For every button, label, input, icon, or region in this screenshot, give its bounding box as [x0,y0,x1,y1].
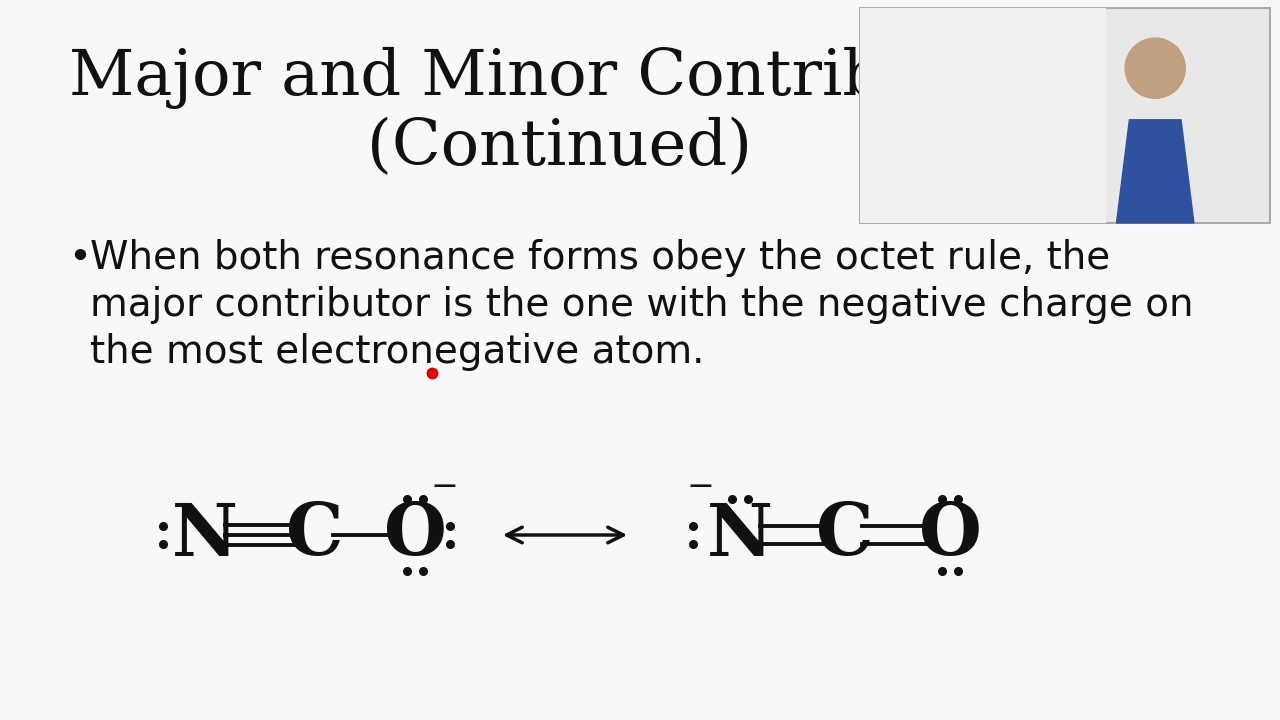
Text: the most electronegative atom.: the most electronegative atom. [90,333,704,371]
Text: When both resonance forms obey the octet rule, the: When both resonance forms obey the octet… [90,239,1110,277]
Bar [860,8,1106,223]
Text: (Continued): (Continued) [367,117,753,179]
Polygon shape [1116,120,1194,223]
Text: major contributor is the one with the negative charge on: major contributor is the one with the ne… [90,286,1193,324]
Text: C: C [817,500,874,570]
Text: O: O [384,500,447,570]
Text: C: C [287,500,344,570]
Text: •: • [68,239,91,277]
Text: N: N [707,500,773,570]
Circle shape [1125,38,1185,99]
Text: O: O [919,500,982,570]
Bar [860,8,1270,223]
Text: N: N [172,500,238,570]
Text: Major and Minor Contributors: Major and Minor Contributors [69,47,1051,109]
Text: −: − [431,471,460,503]
Text: −: − [686,471,714,503]
